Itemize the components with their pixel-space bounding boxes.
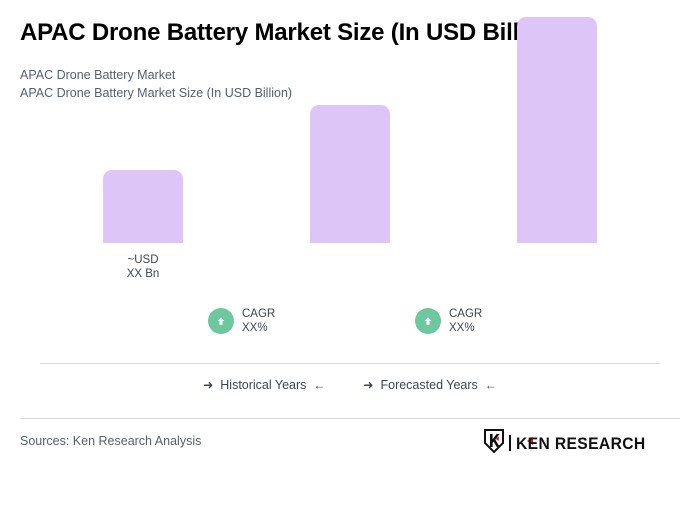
chart-plot-area: ~USD XX Bn CAGR XX% ~USD 2.6 Bn [40,17,660,364]
cagr-badge-1[interactable]: CAGR XX% [208,307,275,335]
cagr-title-2: CAGR [449,308,483,320]
historical-years-text: Historical Years [220,378,307,392]
forecasted-years-label: ➜ Forecasted Years ← [363,378,496,392]
page-title: APAC Drone Battery Market Size (In USD B… [20,19,563,46]
footer-divider [20,418,680,419]
arrow-up-icon [415,308,441,334]
chart-baseline-axis [40,363,660,364]
bar-value-label-1-line2: XX Bn [126,268,160,280]
logo-wordmark: KEN RESEARCH [516,433,646,453]
forecasted-years-text: Forecasted Years [380,378,478,392]
bar-value-label-1-line1: ~USD [127,254,159,266]
arrow-right-icon: ➜ [203,378,214,392]
logo-k-accent-icon [527,437,533,445]
cagr-text-2: CAGR XX% [449,307,482,335]
arrow-left-icon: ← [313,378,326,392]
cagr-badge-2[interactable]: CAGR XX% [415,307,482,335]
bar-mid-period[interactable] [310,105,390,243]
ken-research-logo: KEN RESEARCH [483,428,657,458]
subtitle-block: APAC Drone Battery Market APAC Drone Bat… [20,66,292,102]
subtitle-market-size: APAC Drone Battery Market Size (In USD B… [20,86,293,100]
bar-historical[interactable] [103,170,183,243]
historical-years-label: ➜ Historical Years ← [203,378,325,392]
bar-value-label-1: ~USD XX Bn [83,253,203,281]
cagr-value-1: XX% [242,322,268,334]
arrow-up-icon [208,308,234,334]
subtitle-market: APAC Drone Battery Market [20,68,176,82]
arrow-left-icon: ← [484,378,497,392]
cagr-title-1: CAGR [242,308,276,320]
sources-text: Sources: Ken Research Analysis [20,434,202,448]
cagr-text-1: CAGR XX% [242,307,275,335]
bar-forecasted[interactable] [517,17,597,243]
logo-divider-bar [509,435,511,451]
ken-research-shield-icon [483,428,505,458]
arrow-right-icon: ➜ [363,378,374,392]
year-range-labels: ➜ Historical Years ← ➜ Forecasted Years … [0,378,700,392]
cagr-value-2: XX% [449,322,475,334]
